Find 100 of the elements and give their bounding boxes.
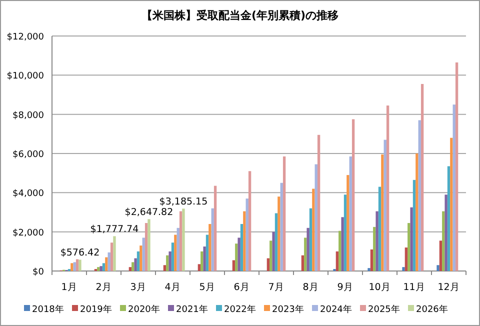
bar <box>436 265 440 271</box>
data-label: $2,647.82 <box>124 207 174 218</box>
bar <box>346 175 350 271</box>
bar <box>455 62 458 271</box>
bar <box>248 171 252 271</box>
bar <box>142 238 145 271</box>
legend-label: 2023年 <box>272 304 304 315</box>
bar <box>381 154 384 271</box>
bar <box>240 224 244 271</box>
bar <box>370 249 374 271</box>
x-tick-label: 3月 <box>130 282 146 293</box>
bar <box>73 262 76 271</box>
bar <box>246 198 248 271</box>
bar <box>408 223 410 271</box>
bar <box>349 156 352 271</box>
bar <box>179 211 182 271</box>
bar <box>447 166 450 271</box>
bar <box>163 265 166 271</box>
bar <box>235 244 238 271</box>
bar <box>108 252 110 271</box>
bar <box>304 238 307 271</box>
bar <box>232 260 236 271</box>
bar <box>312 188 315 271</box>
bar <box>238 238 240 271</box>
bar <box>128 267 132 271</box>
bar <box>376 211 378 271</box>
bar <box>416 154 418 271</box>
bar <box>306 228 310 271</box>
bar <box>136 251 140 271</box>
bar <box>309 208 312 271</box>
bar <box>203 246 206 271</box>
bar <box>344 194 347 271</box>
bar <box>301 255 304 271</box>
bar <box>148 219 150 271</box>
legend-label: 2022年 <box>224 304 256 315</box>
y-tick-label: $0 <box>32 268 44 278</box>
bar <box>373 226 376 271</box>
x-tick-label: 11月 <box>403 282 426 293</box>
bar <box>166 255 169 271</box>
bar <box>168 251 172 271</box>
bar <box>105 257 108 271</box>
bar <box>206 234 209 271</box>
legend-label: 2021年 <box>176 304 208 315</box>
bar <box>270 240 272 271</box>
bar <box>70 263 74 271</box>
bar <box>198 264 201 271</box>
bar <box>97 267 100 271</box>
bar <box>132 262 134 271</box>
data-label: $3,185.15 <box>159 196 208 208</box>
bar <box>402 267 405 271</box>
bar <box>100 266 102 271</box>
y-tick-label: $4,000 <box>12 189 44 200</box>
bar <box>214 186 217 271</box>
bar <box>452 104 456 271</box>
x-tick-label: 6月 <box>234 282 250 293</box>
legend-label: 2020年 <box>128 304 160 315</box>
legend-label: 2025年 <box>368 304 400 315</box>
bar <box>450 138 453 271</box>
data-label: $576.42 <box>60 248 100 259</box>
bar <box>272 232 275 271</box>
bar <box>200 251 204 271</box>
x-tick-label: 4月 <box>164 282 181 293</box>
legend-label: 2024年 <box>320 304 352 315</box>
y-tick-label: $12,000 <box>6 32 44 42</box>
bar <box>378 186 382 271</box>
x-tick-label: 1月 <box>61 282 78 293</box>
bar <box>208 224 212 271</box>
bar <box>314 164 318 271</box>
y-tick-label: $6,000 <box>12 150 44 160</box>
bar <box>352 119 355 271</box>
bar <box>140 246 142 271</box>
bar <box>404 248 408 271</box>
bar <box>442 211 445 271</box>
bar <box>317 134 320 271</box>
bar <box>274 213 278 271</box>
chart-title: 【米国株】受取配当金(年別累積)の推移 <box>141 9 339 22</box>
legend-label: 2026年 <box>416 304 448 315</box>
bar <box>418 120 421 271</box>
legend-label: 2018年 <box>32 304 64 315</box>
y-tick-label: $10,000 <box>6 72 44 82</box>
bar <box>211 208 214 271</box>
x-tick-label: 10月 <box>368 282 391 293</box>
bar <box>134 258 137 271</box>
x-tick-label: 2月 <box>96 282 112 293</box>
bar <box>182 208 185 271</box>
bar <box>278 196 280 271</box>
x-tick-label: 5月 <box>199 282 216 293</box>
bar <box>171 242 174 271</box>
bar <box>368 268 370 271</box>
bar <box>338 230 342 271</box>
bar <box>444 194 448 271</box>
x-tick-label: 9月 <box>337 282 354 293</box>
bar <box>144 223 148 271</box>
bar <box>78 260 82 271</box>
bar <box>384 140 386 271</box>
bar <box>336 251 339 271</box>
bar <box>280 182 283 271</box>
bar <box>113 236 116 271</box>
x-tick-label: 12月 <box>438 282 460 293</box>
bar <box>76 259 79 271</box>
